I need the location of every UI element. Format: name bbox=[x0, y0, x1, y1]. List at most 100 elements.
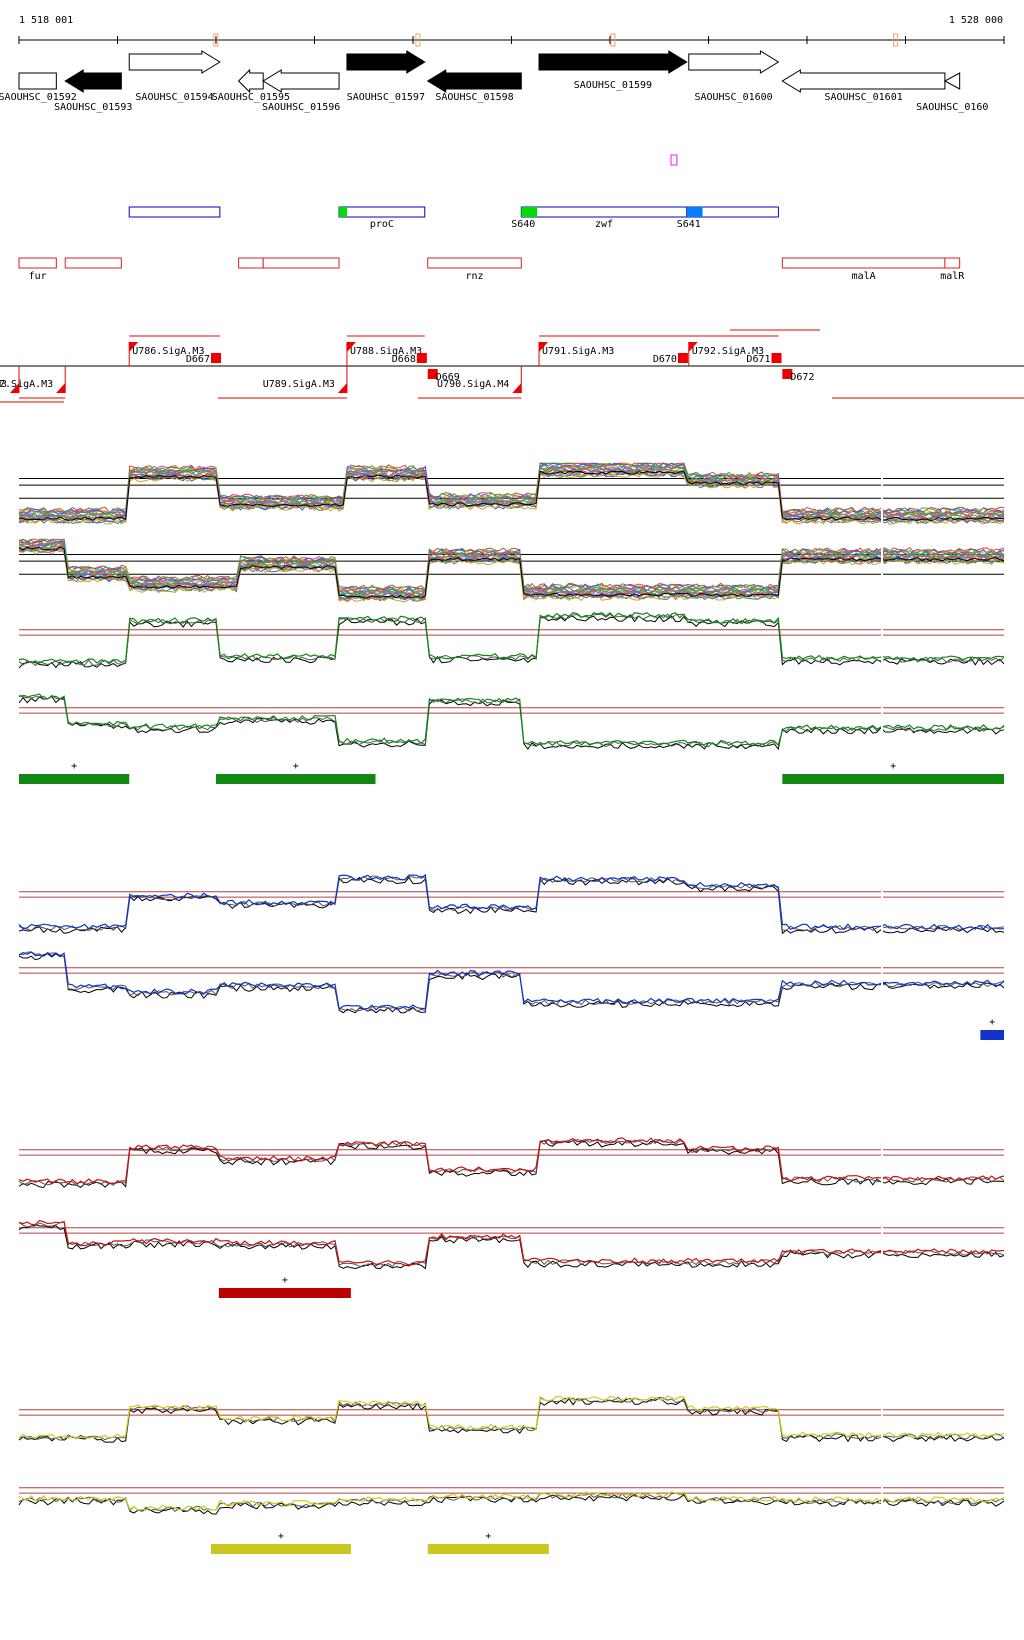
ncrna-tag-label: S641 bbox=[677, 219, 701, 230]
segment-bar-blue bbox=[980, 1030, 1004, 1040]
terminator-top-D671 bbox=[771, 353, 782, 363]
promoter-reverse-label: 5.SigA.M3 bbox=[0, 379, 7, 390]
track-series-line bbox=[18, 538, 1005, 591]
operon-box-malA bbox=[781, 257, 946, 269]
gene-label: SAOUHSC_0160 bbox=[916, 102, 988, 113]
promoter-forward-flag bbox=[129, 342, 139, 352]
promoter-forward-label: U792.SigA.M3 bbox=[692, 346, 764, 357]
track-series-line bbox=[18, 539, 1005, 594]
terminator-bottom-label: D669 bbox=[436, 372, 460, 383]
track-series-line bbox=[18, 1139, 1005, 1189]
operon-box-op-4 bbox=[262, 257, 340, 269]
promoter-forward-flag bbox=[539, 342, 549, 352]
segment-bar-label: + bbox=[890, 761, 896, 772]
track-series-line bbox=[18, 1137, 1005, 1185]
ncrna-label: zwf bbox=[595, 219, 613, 230]
track-series-line bbox=[18, 693, 1005, 747]
track-red-forward bbox=[18, 1130, 1005, 1196]
track-series-line bbox=[18, 951, 1005, 1011]
track-series-line bbox=[18, 541, 1005, 596]
terminator-top-label: D667 bbox=[186, 354, 210, 365]
terminator-top-label: D668 bbox=[392, 354, 416, 365]
gene-arrow-SAOUHSC_01598 bbox=[426, 69, 522, 93]
terminator-bottom-D669 bbox=[427, 369, 438, 379]
promoter-reverse-label: U787.SigA.M3 bbox=[0, 379, 53, 390]
operon-box-op-3 bbox=[238, 257, 264, 269]
terminator-top-D670 bbox=[677, 353, 688, 363]
ruler-marker bbox=[415, 33, 421, 47]
segment-bar-label: + bbox=[485, 1531, 491, 1542]
ncrna-box-blue-box-1 bbox=[128, 206, 221, 218]
gene-label: SAOUHSC_01594 bbox=[135, 92, 213, 103]
segment-bar-yellow bbox=[210, 1544, 351, 1554]
ruler-start-label: 1 518 001 bbox=[19, 15, 73, 26]
coordinate-ruler: 1 518 001 1 528 000 bbox=[18, 15, 1005, 47]
expression-tracks bbox=[18, 462, 1005, 1534]
track-red-reverse bbox=[18, 1208, 1005, 1274]
track-series-line bbox=[18, 1138, 1005, 1187]
track-series-line bbox=[18, 545, 1005, 600]
gene-label: SAOUHSC_01596 bbox=[262, 102, 340, 113]
ncrna-label: proC bbox=[370, 219, 394, 230]
segment-bar-green bbox=[782, 774, 1004, 784]
operon-feature-track: fur rnz malA malR bbox=[18, 257, 965, 282]
segment-bar-red bbox=[218, 1288, 351, 1298]
track-series-line bbox=[18, 1395, 1005, 1440]
gene-label: SAOUHSC_01592 bbox=[0, 92, 77, 103]
operon-box-rnz bbox=[427, 257, 522, 269]
misc-feature-pink-marker bbox=[670, 154, 678, 166]
operon-label: rnz bbox=[465, 271, 483, 282]
gene-label: SAOUHSC_01597 bbox=[347, 92, 425, 103]
track-series-line bbox=[18, 873, 1005, 931]
terminator-top-D668 bbox=[416, 353, 427, 363]
track-series-line bbox=[18, 546, 1005, 599]
track-series-line bbox=[18, 1491, 1005, 1511]
track-series-line bbox=[18, 613, 1005, 667]
terminator-top-D667 bbox=[210, 353, 221, 363]
track-blue-reverse bbox=[18, 948, 1005, 1014]
gene-arrow-SAOUHSC_01600 bbox=[688, 50, 780, 74]
segment-bar-green bbox=[19, 774, 130, 784]
track-series-line bbox=[18, 471, 1005, 524]
track-series-line bbox=[18, 695, 1005, 751]
promoter-forward-flag bbox=[346, 342, 356, 352]
gene-arrow-SAOUHSC_01596 bbox=[262, 69, 340, 93]
ncrna-box-proc-box bbox=[338, 206, 426, 218]
terminator-top-label: D670 bbox=[653, 354, 677, 365]
track-series-line bbox=[18, 462, 1005, 514]
track-series-line bbox=[18, 875, 1005, 932]
segment-bar-label: + bbox=[71, 761, 77, 772]
track-yellow-forward bbox=[18, 1390, 1005, 1456]
terminator-bottom-label: D672 bbox=[790, 372, 814, 383]
promoter-forward-label: U791.SigA.M3 bbox=[542, 346, 614, 357]
segment-bar-label: + bbox=[293, 761, 299, 772]
gene-track: SAOUHSC_01592SAOUHSC_01593SAOUHSC_01594S… bbox=[0, 50, 988, 113]
operon-box-malR bbox=[944, 257, 961, 269]
ncrna-tag bbox=[521, 207, 538, 217]
gene-label: SAOUHSC_01595 bbox=[212, 92, 290, 103]
track-blue-forward bbox=[18, 872, 1005, 938]
gene-arrow-SAOUHSC_01595 bbox=[237, 68, 264, 94]
operon-box-fur bbox=[18, 257, 57, 269]
operon-label: malR bbox=[940, 271, 965, 282]
segment-bar-label: + bbox=[278, 1531, 284, 1542]
promoter-reverse-flag bbox=[512, 383, 522, 393]
gene-arrow-SAOUHSC_01601 bbox=[781, 69, 946, 93]
promoter-forward-label: U786.SigA.M3 bbox=[132, 346, 204, 357]
promoter-reverse-flag bbox=[56, 383, 66, 393]
promoter-reverse-label: U790.SigA.M4 bbox=[437, 379, 509, 390]
gene-arrow-SAOUHSC_01602 bbox=[943, 72, 961, 90]
ncrna-tag bbox=[339, 207, 347, 217]
ruler-end-label: 1 528 000 bbox=[949, 15, 1003, 26]
ncrna-tag bbox=[686, 207, 703, 217]
track-series-line bbox=[18, 1224, 1005, 1270]
track-series-line bbox=[18, 548, 1005, 603]
gene-label: SAOUHSC_01600 bbox=[694, 92, 772, 103]
track-series-line bbox=[18, 694, 1005, 748]
gene-arrow-SAOUHSC_01593 bbox=[64, 69, 122, 93]
misc-feature-track bbox=[670, 154, 678, 166]
gene-label: SAOUHSC_01593 bbox=[54, 102, 132, 113]
ncrna-tag-label: S640 bbox=[511, 219, 535, 230]
track-series-line bbox=[18, 1396, 1005, 1441]
gene-arrow-SAOUHSC_01597 bbox=[346, 50, 426, 74]
